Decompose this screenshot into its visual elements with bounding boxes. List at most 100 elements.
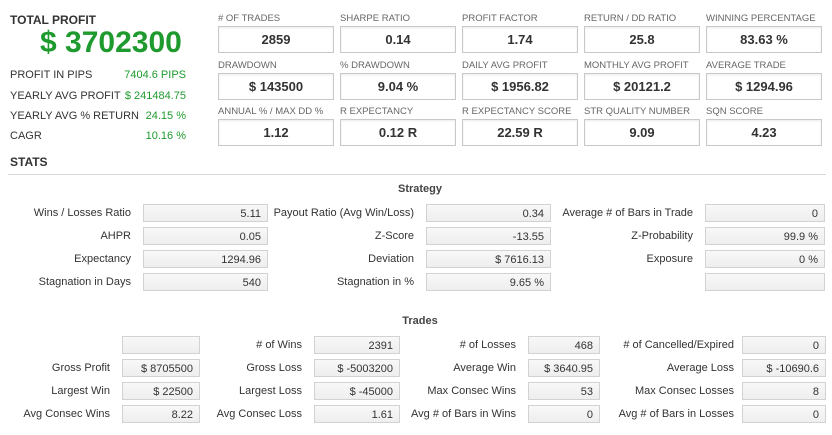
summary-value: 10.16 %: [145, 130, 186, 142]
metric-label: STR QUALITY NUMBER: [584, 106, 690, 117]
metric-annual-max-dd: ANNUAL % / MAX DD % 1.12: [218, 106, 336, 148]
total-profit-label: TOTAL PROFIT: [10, 13, 96, 27]
strategy-label: Wins / Losses Ratio: [33, 207, 131, 219]
trades-label: Gross Profit: [51, 362, 110, 374]
strategy-value: 0 %: [705, 250, 825, 268]
trades-value: 0: [742, 336, 826, 354]
metric-value: 2859: [218, 26, 334, 53]
summary-row-cagr: CAGR 10.16 %: [10, 130, 186, 148]
metric-label: AVERAGE TRADE: [706, 60, 786, 71]
strategy-value: 0: [705, 204, 825, 222]
trades-value: 1.61: [314, 405, 400, 423]
metric-trades: # OF TRADES 2859: [218, 13, 336, 55]
strategy-value: 0.05: [143, 227, 268, 245]
trades-value: $ 22500: [122, 382, 200, 400]
summary-label: YEARLY AVG PROFIT: [10, 90, 121, 102]
metric-label: % DRAWDOWN: [340, 60, 410, 71]
trades-label: # of Cancelled/Expired: [623, 339, 734, 351]
trades-label: Largest Win: [51, 385, 110, 397]
metric-label: ANNUAL % / MAX DD %: [218, 106, 324, 117]
strategy-label: Expectancy: [74, 253, 131, 265]
metric-value: 1.74: [462, 26, 578, 53]
metric-value: $ 20121.2: [584, 73, 700, 100]
strategy-label: Deviation: [368, 253, 414, 265]
trades-value: 8.22: [122, 405, 200, 423]
metric-sharpe-ratio: SHARPE RATIO 0.14: [340, 13, 458, 55]
metric-r-expectancy-score: R EXPECTANCY SCORE 22.59 R: [462, 106, 580, 148]
trades-value-empty: [122, 336, 200, 354]
metric-value: 22.59 R: [462, 119, 578, 146]
metric-average-trade: AVERAGE TRADE $ 1294.96: [706, 60, 824, 102]
metric-monthly-avg-profit: MONTHLY AVG PROFIT $ 20121.2: [584, 60, 702, 102]
metric-value: 4.23: [706, 119, 822, 146]
summary-row-pips: PROFIT IN PIPS 7404.6 PIPS: [10, 69, 186, 87]
stats-title: STATS: [10, 155, 48, 169]
metric-label: RETURN / DD RATIO: [584, 13, 677, 24]
strategy-section-title: Strategy: [397, 183, 443, 195]
trades-label: Avg # of Bars in Losses: [618, 408, 734, 420]
strategy-value: 9.65 %: [426, 273, 551, 291]
summary-value: $ 241484.75: [124, 90, 186, 102]
trades-label: Avg Consec Wins: [23, 408, 110, 420]
metric-label: PROFIT FACTOR: [462, 13, 538, 24]
metric-sqn-score: SQN SCORE 4.23: [706, 106, 824, 148]
summary-value: 24.15 %: [145, 110, 186, 122]
metric-label: R EXPECTANCY: [340, 106, 414, 117]
strategy-value: $ 7616.13: [426, 250, 551, 268]
strategy-label: Average # of Bars in Trade: [562, 207, 693, 219]
trades-value: $ -10690.6: [742, 359, 826, 377]
summary-label: CAGR: [10, 130, 42, 142]
metric-label: WINNING PERCENTAGE: [706, 13, 816, 24]
trades-label: Largest Loss: [239, 385, 302, 397]
trades-section-title: Trades: [402, 315, 438, 327]
metric-value: 9.09: [584, 119, 700, 146]
metric-label: DAILY AVG PROFIT: [462, 60, 548, 71]
strategy-label: Z-Probability: [631, 230, 693, 242]
metric-label: # OF TRADES: [218, 13, 281, 24]
trades-value: $ -5003200: [314, 359, 400, 377]
metric-percent-drawdown: % DRAWDOWN 9.04 %: [340, 60, 458, 102]
trades-label: Max Consec Wins: [427, 385, 516, 397]
metric-value: $ 1956.82: [462, 73, 578, 100]
trades-label: # of Wins: [256, 339, 302, 351]
metric-label: SHARPE RATIO: [340, 13, 411, 24]
summary-label: PROFIT IN PIPS: [10, 69, 93, 81]
metric-drawdown: DRAWDOWN $ 143500: [218, 60, 336, 102]
strategy-value: 0.34: [426, 204, 551, 222]
strategy-label: Payout Ratio (Avg Win/Loss): [273, 207, 414, 219]
metric-value: 83.63 %: [706, 26, 822, 53]
metric-winning-percentage: WINNING PERCENTAGE 83.63 %: [706, 13, 824, 55]
summary-value: 7404.6 PIPS: [124, 69, 186, 81]
strategy-label: Exposure: [646, 253, 693, 265]
metric-label: MONTHLY AVG PROFIT: [584, 60, 689, 71]
summary-row-yearly-avg-return: YEARLY AVG % RETURN 24.15 %: [10, 110, 186, 128]
trades-value: 2391: [314, 336, 400, 354]
metric-profit-factor: PROFIT FACTOR 1.74: [462, 13, 580, 55]
trades-value: 0: [742, 405, 826, 423]
metric-value: $ 143500: [218, 73, 334, 100]
strategy-label: Stagnation in Days: [38, 276, 131, 288]
trades-label: Average Loss: [666, 362, 734, 374]
trades-label: # of Losses: [459, 339, 516, 351]
strategy-value: 5.11: [143, 204, 268, 222]
metric-value: 0.14: [340, 26, 456, 53]
trades-label: Max Consec Losses: [634, 385, 734, 397]
summary-row-yearly-avg-profit: YEARLY AVG PROFIT $ 241484.75: [10, 90, 186, 108]
strategy-value: 99.9 %: [705, 227, 825, 245]
metric-r-expectancy: R EXPECTANCY 0.12 R: [340, 106, 458, 148]
metric-value: 1.12: [218, 119, 334, 146]
trades-value: $ -45000: [314, 382, 400, 400]
metric-label: DRAWDOWN: [218, 60, 277, 71]
trades-value: $ 8705500: [122, 359, 200, 377]
metric-value: $ 1294.96: [706, 73, 822, 100]
strategy-value: 540: [143, 273, 268, 291]
summary-label: YEARLY AVG % RETURN: [10, 110, 139, 122]
metric-value: 9.04 %: [340, 73, 456, 100]
total-profit-value: $ 3702300: [40, 26, 182, 59]
strategy-value: 1294.96: [143, 250, 268, 268]
trades-label: Average Win: [453, 362, 516, 374]
strategy-label: AHPR: [100, 230, 131, 242]
metric-str-quality-number: STR QUALITY NUMBER 9.09: [584, 106, 702, 148]
strategy-value-empty: [705, 273, 825, 291]
metric-daily-avg-profit: DAILY AVG PROFIT $ 1956.82: [462, 60, 580, 102]
